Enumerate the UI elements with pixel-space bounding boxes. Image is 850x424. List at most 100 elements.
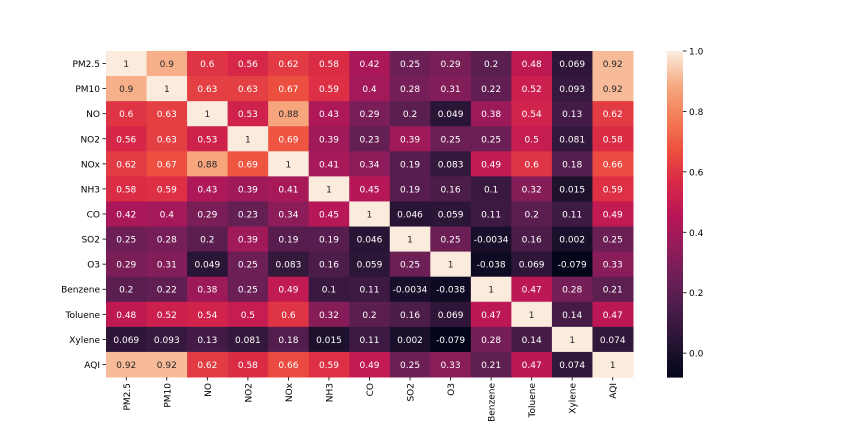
- heatmap-cell: [146, 226, 188, 253]
- colorbar-segment: [667, 151, 683, 155]
- heatmap-cell: [430, 201, 472, 228]
- cell-value-label: 0.25: [238, 261, 258, 271]
- cell-value-label: 0.11: [562, 211, 582, 221]
- y-tick-label: SO2: [81, 236, 100, 246]
- colorbar-segment: [667, 124, 683, 128]
- cell-value-label: 0.074: [559, 361, 585, 371]
- colorbar-segment: [667, 129, 683, 134]
- heatmap-cell: [146, 351, 188, 378]
- colorbar-segment: [667, 116, 683, 120]
- cell-value-label: 0.53: [238, 110, 258, 120]
- y-tick-label: PM10: [75, 85, 100, 95]
- cell-value-label: 0.58: [319, 60, 339, 70]
- heatmap-cell: [187, 226, 229, 253]
- heatmap-cell: [349, 51, 391, 77]
- cell-value-label: 0.28: [400, 85, 420, 95]
- cell-value-label: 0.34: [278, 211, 298, 221]
- heatmap-cell: [146, 151, 188, 177]
- cell-value-label: 0.1: [322, 286, 336, 296]
- cell-value-label: 0.28: [562, 286, 582, 296]
- heatmap-cell: [511, 101, 553, 127]
- heatmap-cell: [430, 251, 472, 278]
- heatmap-cell: [470, 226, 512, 253]
- cell-value-label: 0.11: [359, 286, 379, 296]
- heatmap-cell: [389, 126, 431, 152]
- colorbar-segment: [667, 368, 683, 373]
- colorbar-segment: [667, 243, 683, 248]
- heatmap-cell: [551, 276, 593, 303]
- heatmap-cell: [308, 251, 350, 278]
- colorbar-segment: [667, 216, 683, 221]
- cell-value-label: 0.63: [157, 110, 177, 120]
- colorbar-segment: [667, 355, 683, 359]
- cell-value-label: 0.074: [600, 336, 626, 346]
- heatmap-cell: [187, 351, 229, 378]
- cell-value-label: 0.002: [559, 236, 585, 246]
- heatmap-cell: [551, 176, 593, 202]
- heatmap-cell: [430, 301, 472, 328]
- cell-value-label: 0.081: [559, 135, 585, 145]
- heatmap-cell: [592, 201, 634, 228]
- colorbar-segment: [667, 105, 683, 109]
- heatmap-cell: [349, 301, 391, 328]
- colorbar-segment: [667, 203, 683, 207]
- heatmap-cell: [349, 151, 391, 177]
- colorbar-segment: [667, 189, 683, 193]
- cell-value-label: 0.6: [281, 311, 296, 321]
- cell-value-label: 0.19: [278, 236, 298, 246]
- heatmap-cell: [389, 101, 431, 127]
- cell-value-label: 0.66: [278, 361, 298, 371]
- cell-value-label: 0.046: [357, 236, 383, 246]
- colorbar-segment: [667, 271, 683, 275]
- colorbar-segment: [667, 360, 683, 365]
- heatmap-cell: [551, 301, 593, 328]
- cell-value-label: 1: [529, 311, 535, 321]
- cell-value-label: 0.11: [481, 211, 501, 221]
- colorbar-segment: [667, 224, 683, 229]
- heatmap-cell: [308, 226, 350, 253]
- colorbar-segment: [667, 322, 683, 326]
- heatmap-cell: [106, 226, 148, 253]
- colorbar-segment: [667, 186, 683, 191]
- cell-value-label: 0.92: [157, 361, 177, 371]
- cell-value-label: 0.093: [154, 336, 180, 346]
- heatmap-cell: [187, 76, 229, 102]
- heatmap-cell: [268, 126, 310, 152]
- cell-value-label: 0.62: [603, 110, 623, 120]
- colorbar-segment: [667, 317, 683, 321]
- heatmap-cell: [551, 201, 593, 228]
- cell-value-label: 0.49: [603, 211, 623, 221]
- heatmap-cell: [227, 76, 269, 102]
- cell-value-label: 0.62: [197, 361, 217, 371]
- colorbar-segment: [667, 72, 683, 77]
- heatmap-cell: [511, 176, 553, 202]
- cell-value-label: 0.21: [603, 286, 623, 296]
- cell-value-label: 0.43: [197, 185, 217, 195]
- heatmap-cell: [511, 51, 553, 77]
- colorbar-segment: [667, 137, 683, 142]
- colorbar-segment: [667, 110, 683, 115]
- heatmap-cell: [146, 126, 188, 152]
- heatmap-cell: [389, 51, 431, 77]
- heatmap-cell: [187, 301, 229, 328]
- colorbar-segment: [667, 254, 683, 259]
- cell-value-label: 0.16: [441, 185, 461, 195]
- cell-value-label: 0.38: [481, 110, 501, 120]
- heatmap-cell: [389, 276, 431, 303]
- heatmap-cell: [592, 76, 634, 102]
- cell-value-label: 0.002: [397, 336, 423, 346]
- cell-value-label: 0.059: [357, 261, 383, 271]
- cell-value-label: 0.58: [116, 185, 136, 195]
- heatmap-cell: [430, 226, 472, 253]
- colorbar-segment: [667, 290, 683, 294]
- heatmap-cell: [430, 151, 472, 177]
- heatmap-cell: [470, 201, 512, 228]
- heatmap-cell: [430, 126, 472, 152]
- heatmap-cell: [106, 76, 148, 102]
- heatmap-cell: [106, 276, 148, 303]
- heatmap-cell: [470, 326, 512, 353]
- cell-value-label: 0.69: [278, 135, 298, 145]
- cell-value-label: 1: [204, 110, 210, 120]
- colorbar-segment: [667, 211, 683, 215]
- cell-value-label: 0.28: [157, 236, 177, 246]
